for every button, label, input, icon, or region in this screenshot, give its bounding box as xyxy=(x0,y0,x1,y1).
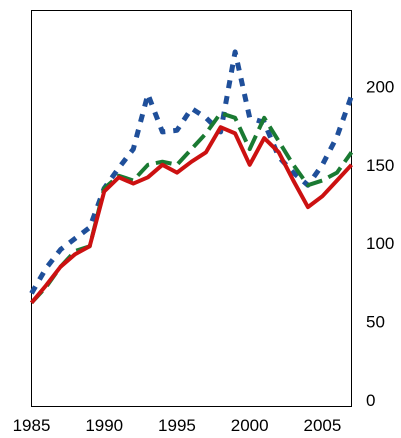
plot-frame xyxy=(31,10,352,407)
series-line-dotted xyxy=(29,49,354,295)
y-axis: 0 50 100 150 200 xyxy=(366,77,394,410)
y-tick-label: 100 xyxy=(366,234,394,253)
y-tick-label: 50 xyxy=(366,313,385,332)
x-tick-label: 2000 xyxy=(231,416,269,435)
x-axis: 1985 1990 1995 2000 2005 xyxy=(13,416,342,435)
series-layer xyxy=(29,49,354,305)
y-tick-label: 200 xyxy=(366,77,394,96)
series-line-solid xyxy=(29,125,353,305)
x-tick-label: 1985 xyxy=(13,416,51,435)
x-tick-label: 2005 xyxy=(303,416,341,435)
y-tick-label: 150 xyxy=(366,156,394,175)
x-tick-label: 1990 xyxy=(85,416,123,435)
x-tick-label: 1995 xyxy=(158,416,196,435)
y-tick-label: 0 xyxy=(366,391,375,410)
